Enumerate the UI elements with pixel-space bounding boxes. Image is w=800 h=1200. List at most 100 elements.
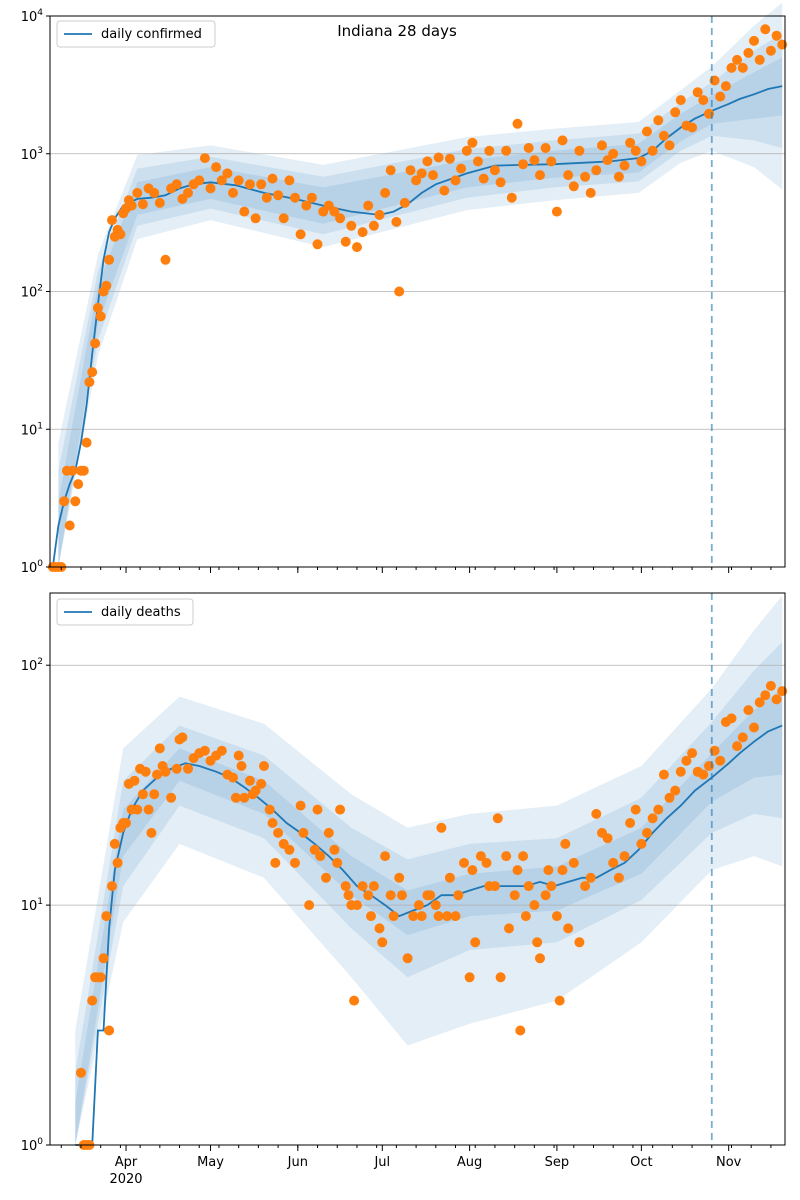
deaths-point: [515, 1025, 526, 1036]
deaths-point: [343, 890, 354, 901]
confirmed-point: [732, 54, 743, 65]
confirmed-point: [737, 62, 748, 73]
x-tick-label-0: Apr: [115, 1155, 138, 1170]
deaths-point: [329, 844, 340, 855]
deaths-point: [619, 851, 630, 862]
confirmed-point: [368, 220, 379, 231]
confirmed-point: [568, 181, 579, 192]
x-tick-label-6: Oct: [630, 1155, 652, 1170]
confirmed-point: [250, 213, 261, 224]
deaths-band-3: [75, 595, 783, 1145]
deaths-point: [250, 785, 261, 796]
x-tick-year-label: 2020: [109, 1172, 142, 1187]
deaths-point: [726, 713, 737, 724]
confirmed-point: [692, 87, 703, 98]
confirmed-point: [765, 45, 776, 56]
confirmed-point: [278, 213, 289, 224]
deaths-point: [349, 995, 360, 1006]
deaths-legend-label: daily deaths: [101, 605, 181, 620]
deaths-point: [321, 872, 331, 883]
confirmed-point: [743, 47, 754, 58]
deaths-point: [687, 748, 698, 759]
confirmed-point: [484, 145, 495, 156]
deaths-point: [546, 881, 557, 892]
deaths-point: [732, 741, 743, 752]
confirmed-point: [591, 165, 602, 176]
confirmed-point: [670, 107, 681, 118]
deaths-point: [630, 804, 641, 815]
deaths-point: [529, 900, 540, 911]
confirmed-point: [625, 137, 636, 148]
confirmed-point: [385, 165, 396, 176]
deaths-point: [216, 745, 227, 756]
deaths-point: [540, 890, 551, 901]
deaths-point: [737, 732, 748, 743]
deaths-point: [681, 755, 692, 766]
confirmed-point: [95, 311, 106, 322]
deaths-point: [698, 769, 709, 780]
confirmed-point: [233, 175, 244, 186]
deaths-point: [264, 804, 275, 815]
deaths-point: [664, 792, 675, 803]
x-tick-label-7: Nov: [716, 1155, 742, 1170]
deaths-point: [109, 838, 120, 849]
deaths-point: [580, 881, 591, 892]
deaths-point: [743, 705, 754, 716]
deaths-point: [76, 1067, 86, 1078]
confirmed-band-2: [58, 33, 783, 567]
confirmed-point: [132, 187, 143, 198]
confirmed-point: [630, 145, 641, 156]
confirmed-point: [563, 170, 574, 181]
x-tick-label-1: May: [197, 1155, 224, 1170]
confirmed-point: [653, 115, 664, 126]
deaths-point: [442, 911, 453, 922]
deaths-point: [749, 722, 759, 733]
confirmed-legend: daily confirmed: [56, 20, 216, 48]
deaths-point: [475, 851, 486, 862]
deaths-point: [368, 881, 379, 892]
deaths-point: [557, 865, 568, 876]
confirmed-point: [363, 200, 374, 211]
deaths-point: [430, 900, 441, 911]
deaths-point: [152, 769, 162, 780]
deaths-ytick-label-0: 100: [21, 1137, 44, 1154]
deaths-point: [608, 857, 619, 868]
confirmed-point: [346, 220, 357, 231]
confirmed-ytick-label-3: 103: [21, 146, 43, 163]
deaths-point: [675, 766, 686, 777]
deaths-point: [104, 1025, 115, 1036]
deaths-plot-frame: [49, 592, 786, 1146]
deaths-point: [244, 775, 255, 786]
confirmed-point: [290, 192, 300, 203]
confirmed-point: [391, 216, 402, 227]
deaths-ytick-label-1: 101: [21, 897, 43, 914]
confirmed-point: [467, 137, 478, 148]
deaths-point: [602, 833, 613, 844]
confirmed-point: [107, 215, 117, 226]
chart-title: Indiana 28 days: [337, 22, 457, 40]
confirmed-point: [529, 155, 540, 166]
confirmed-point: [546, 156, 557, 167]
confirmed-ytick-label-0: 100: [21, 559, 44, 576]
deaths-point: [715, 755, 726, 766]
deaths-point: [363, 890, 374, 901]
deaths-point: [267, 818, 278, 828]
confirmed-point: [613, 171, 624, 182]
confirmed-point: [59, 496, 70, 507]
confirmed-point: [422, 156, 433, 167]
deaths-point: [425, 890, 436, 901]
confirmed-legend-box: [56, 20, 216, 48]
deaths-point: [416, 911, 427, 922]
deaths-point: [95, 972, 106, 983]
deaths-point: [436, 822, 447, 833]
deaths-y-axis: 100 101 102: [21, 657, 50, 1154]
deaths-point: [464, 972, 475, 983]
confirmed-point: [256, 179, 267, 190]
confirmed-point: [399, 197, 410, 208]
confirmed-point: [261, 192, 272, 203]
deaths-point: [340, 881, 351, 892]
confirmed-point: [329, 206, 340, 217]
deaths-point: [284, 844, 295, 855]
deaths-point: [298, 827, 309, 838]
